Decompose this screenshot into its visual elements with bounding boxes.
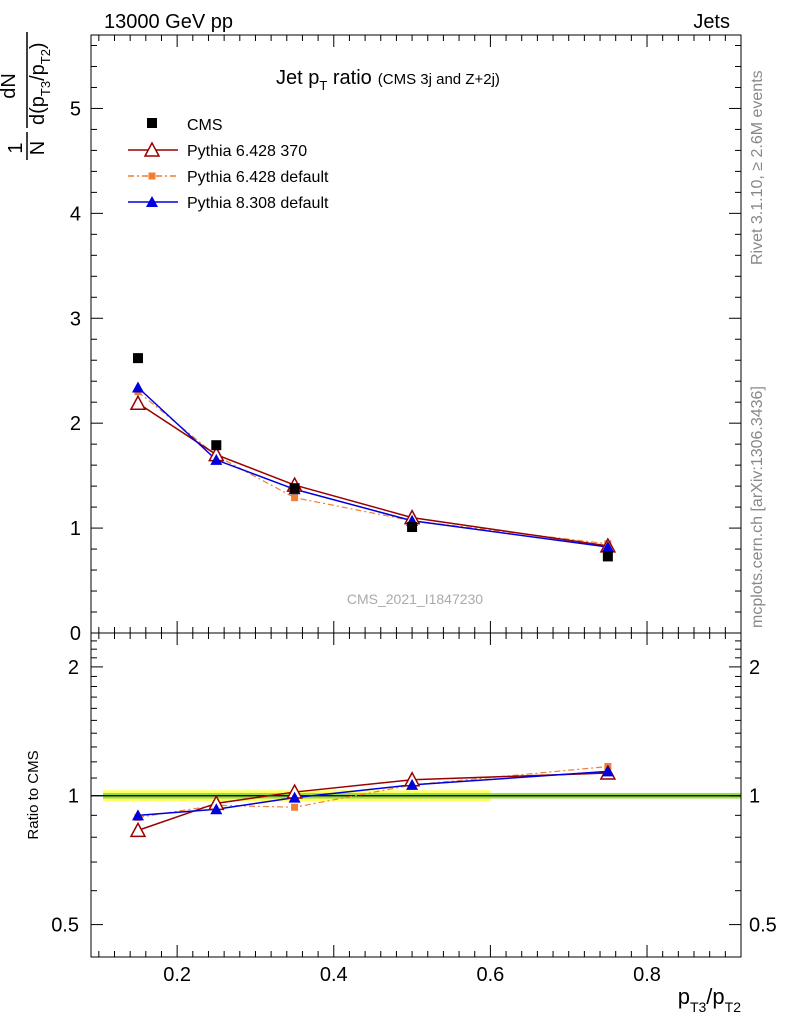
ratio-line-py6-370 (137, 772, 608, 832)
xtick-label-3: 0.8 (633, 964, 661, 986)
main-ytick-label-0: 0 (70, 623, 81, 645)
legend-marker-py8-default (146, 196, 158, 207)
main-ytick-label-3: 3 (70, 308, 81, 330)
chart-title-sub: T (319, 78, 327, 93)
ratio-marker-py8-default-2 (288, 791, 301, 803)
xtick-label-2: 0.6 (476, 964, 504, 986)
ratio-uncertainty-band (91, 790, 741, 802)
main-marker-py6-default-2 (291, 494, 299, 502)
ratio-marker-py6-370-0 (129, 821, 147, 838)
legend: CMS Pythia 6.428 370 Pythia 6.428 defaul… (128, 117, 329, 212)
ylabel-dn: dN (0, 73, 20, 99)
analysis-watermark: CMS_2021_I1847230 (347, 591, 483, 607)
main-series-markers (129, 353, 617, 562)
ylabel-close: ) (27, 42, 49, 49)
main-marker-py8-default-0 (131, 381, 144, 393)
ratio-marker-py6-default-2 (291, 803, 299, 811)
main-line-py6-default (137, 391, 608, 545)
chart-title-rest: ratio (327, 67, 371, 89)
ratio-marker-py8-default-0 (131, 809, 144, 821)
legend-label-cms: CMS (187, 117, 223, 134)
main-line-py6-370 (137, 402, 608, 547)
ylabel-one: 1 (5, 142, 27, 153)
category-label: Jets (693, 11, 730, 33)
legend-label-py6-default: Pythia 6.428 default (187, 169, 329, 186)
energy-label: 13000 GeV pp (104, 11, 233, 33)
ratio-ytick-label-1: 1 (68, 786, 79, 808)
main-marker-cms-4 (602, 551, 613, 562)
ratio-ticks: 0.5 0.5 1 1 2 2 0.2 0.4 0.6 0.8 (51, 633, 777, 986)
ratio-panel: 0.5 0.5 1 1 2 2 0.2 0.4 0.6 0.8 (51, 632, 777, 986)
main-line-py8-default (137, 386, 608, 548)
main-ytick-label-1: 1 (70, 518, 81, 540)
xlabel-t3: T3 (690, 999, 707, 1015)
main-panel: 0 1 2 3 4 5 (70, 34, 742, 645)
ratio-marker-py8-default-4 (601, 765, 614, 777)
main-marker-py8-default-1 (210, 453, 223, 465)
ratio-y-axis-label: Ratio to CMS (25, 750, 42, 839)
main-ytick-label-4: 4 (70, 203, 81, 225)
legend-marker-py6-default (148, 172, 156, 180)
ratio-frame (90, 632, 742, 958)
xlabel-slash: /p (706, 984, 724, 1009)
xlabel-p: p (678, 984, 690, 1009)
main-marker-cms-2 (289, 483, 300, 494)
ratio-marker-py8-default-1 (210, 803, 223, 815)
chart-title-main: Jet p (276, 67, 319, 89)
chart-title-small: (CMS 3j and Z+2j) (378, 71, 500, 88)
ylabel-d: d(p (27, 96, 49, 125)
legend-marker-cms (147, 118, 157, 128)
ratio-ytick-label-right-2: 2 (749, 657, 760, 679)
ratio-marker-py8-default-3 (406, 778, 419, 790)
legend-label-py8-default: Pythia 8.308 default (187, 195, 329, 212)
legend-marker-py6-370 (143, 141, 161, 157)
main-marker-py6-370-0 (129, 394, 147, 410)
ratio-series-markers (129, 763, 617, 838)
main-ticks: 0 1 2 3 4 5 (70, 35, 741, 645)
xtick-label-1: 0.4 (320, 964, 348, 986)
xlabel-t2: T2 (725, 999, 742, 1015)
main-ytick-label-2: 2 (70, 413, 81, 435)
main-ytick-label-5: 5 (70, 98, 81, 120)
x-axis-label: pT3/pT2 (678, 984, 742, 1015)
legend-label-py6-370: Pythia 6.428 370 (187, 143, 307, 160)
rivet-version-label: Rivet 3.1.10, ≥ 2.6M events (749, 70, 766, 265)
main-marker-py8-default-4 (601, 540, 614, 552)
main-marker-cms-3 (407, 522, 418, 533)
ratio-ytick-label-2: 2 (68, 657, 79, 679)
ylabel-n: N (27, 141, 49, 155)
main-y-axis-label: 1 N dN d(pT3/pT2) (0, 32, 53, 160)
svg-text:d(pT3/pT2): d(pT3/pT2) (27, 42, 53, 125)
main-marker-cms-0 (132, 353, 143, 364)
ratio-ytick-label-right-0: 0.5 (749, 915, 777, 937)
ylabel-slash: /p (27, 64, 49, 81)
ratio-ytick-label-0: 0.5 (51, 915, 79, 937)
chart-title: Jet pT ratio (CMS 3j and Z+2j) (276, 67, 500, 93)
mcplots-label: mcplots.cern.ch [arXiv:1306.3436] (749, 386, 766, 628)
ylabel-t3: T3 (38, 81, 53, 96)
main-series-lines (137, 386, 608, 548)
main-marker-cms-1 (211, 440, 222, 451)
ratio-ytick-label-right-1: 1 (749, 786, 760, 808)
ylabel-t2: T2 (38, 49, 53, 64)
xtick-label-0: 0.2 (163, 964, 191, 986)
